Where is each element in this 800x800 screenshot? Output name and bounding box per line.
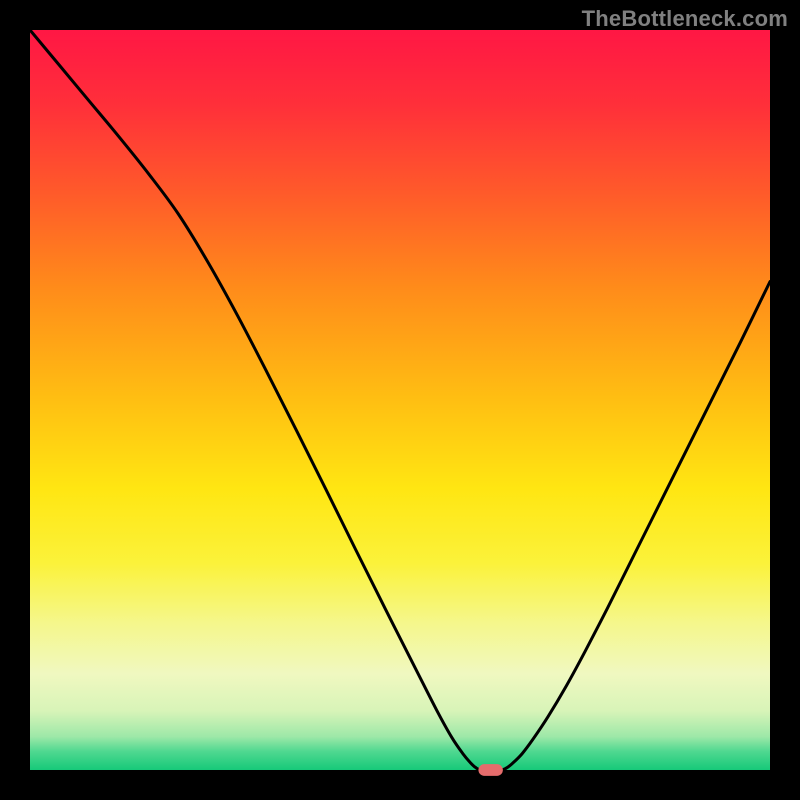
chart-frame: TheBottleneck.com	[0, 0, 800, 800]
watermark-text: TheBottleneck.com	[582, 6, 788, 32]
optimal-point-marker	[478, 764, 502, 776]
chart-background	[30, 30, 770, 770]
bottleneck-chart	[0, 0, 800, 800]
